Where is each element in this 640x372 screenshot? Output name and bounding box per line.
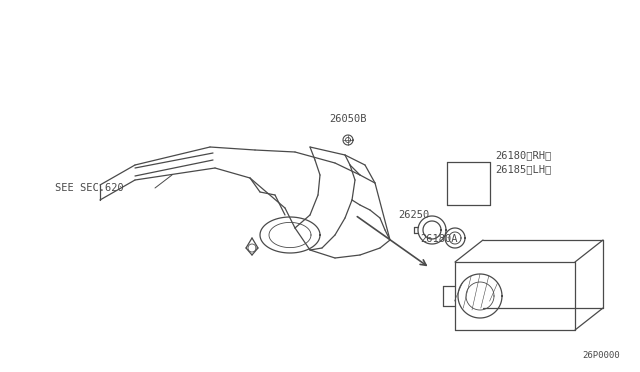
Text: SEE SEC.620: SEE SEC.620 — [55, 183, 124, 193]
Text: 26P0000: 26P0000 — [582, 351, 620, 360]
Text: 26050B: 26050B — [329, 114, 367, 124]
Text: 26250: 26250 — [398, 210, 429, 220]
Text: 26180A: 26180A — [420, 234, 458, 244]
Text: 26185〈LH〉: 26185〈LH〉 — [495, 164, 551, 174]
Text: 26180〈RH〉: 26180〈RH〉 — [495, 150, 551, 160]
